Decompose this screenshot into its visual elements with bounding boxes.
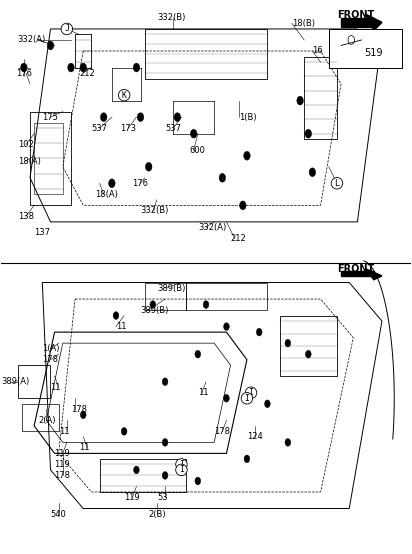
Text: 1(B): 1(B) [239,112,256,122]
Circle shape [285,439,291,446]
Circle shape [137,112,144,121]
Bar [329,29,403,68]
Text: I: I [244,394,249,403]
Circle shape [195,350,201,358]
Circle shape [109,179,115,188]
Circle shape [244,455,250,463]
Text: 332(A): 332(A) [18,35,46,44]
Circle shape [162,471,168,479]
Circle shape [224,394,229,402]
Circle shape [162,378,168,386]
Text: 2(A): 2(A) [38,416,56,425]
Circle shape [297,96,303,105]
Text: 212: 212 [231,234,246,243]
Text: I: I [179,465,184,474]
Circle shape [133,63,140,72]
Text: 137: 137 [34,228,50,238]
Circle shape [150,301,156,309]
Text: 18(A): 18(A) [18,157,41,166]
Polygon shape [365,14,382,30]
Text: 389(A): 389(A) [1,377,30,386]
Text: 178: 178 [71,405,87,414]
Text: 53: 53 [157,493,168,502]
Text: 212: 212 [79,69,95,78]
Circle shape [305,129,311,138]
Circle shape [243,151,250,160]
Text: 389(B): 389(B) [157,284,185,293]
Text: 119: 119 [54,460,70,469]
Text: 173: 173 [120,124,136,132]
Circle shape [145,162,152,171]
Text: 102: 102 [18,140,33,149]
Text: 176: 176 [16,69,32,78]
Text: 178: 178 [42,355,59,364]
Circle shape [219,173,226,182]
Text: J: J [64,24,69,33]
Circle shape [239,201,246,210]
Circle shape [101,112,107,121]
Text: 2(B): 2(B) [149,510,166,519]
Text: 11: 11 [51,383,61,392]
Text: 178: 178 [54,471,70,480]
Text: 11: 11 [116,322,126,331]
Text: 537: 537 [165,124,181,132]
Text: 138: 138 [18,212,34,221]
Circle shape [162,439,168,446]
Text: 16: 16 [312,47,323,55]
Circle shape [224,323,229,331]
Circle shape [80,411,86,419]
Text: 119: 119 [54,449,70,458]
Text: 537: 537 [91,124,108,132]
Text: L: L [335,179,339,188]
Circle shape [203,301,209,309]
Text: 175: 175 [42,112,58,122]
Circle shape [256,329,262,336]
Text: K: K [122,91,126,100]
Text: 600: 600 [190,146,206,155]
Text: 18(B): 18(B) [292,19,315,28]
Circle shape [195,477,201,485]
Text: 119: 119 [124,493,140,502]
Text: 124: 124 [247,432,263,442]
Text: 1(A): 1(A) [42,344,60,353]
Text: 332(B): 332(B) [157,13,185,22]
Circle shape [174,112,180,121]
Text: 389(B): 389(B) [140,306,169,315]
Text: I: I [248,388,253,397]
Circle shape [113,312,119,320]
Text: 519: 519 [364,48,382,58]
Text: 332(B): 332(B) [140,206,169,216]
Circle shape [121,428,127,435]
Text: 540: 540 [51,510,66,519]
Text: 18(A): 18(A) [96,190,118,199]
Circle shape [133,466,139,474]
Circle shape [80,63,87,72]
Circle shape [21,63,27,72]
Text: FRONT: FRONT [337,264,374,274]
Circle shape [285,339,291,347]
Circle shape [265,400,270,408]
Text: 178: 178 [214,427,230,436]
Text: 11: 11 [79,443,90,453]
Text: I: I [179,460,184,469]
Text: 176: 176 [132,179,148,188]
Circle shape [309,168,316,177]
Polygon shape [341,271,374,276]
Circle shape [190,129,197,138]
Text: FRONT: FRONT [337,10,374,20]
Circle shape [305,350,311,358]
Text: 11: 11 [198,388,208,397]
Polygon shape [341,18,374,27]
Text: 11: 11 [59,427,69,436]
Text: 332(A): 332(A) [198,223,226,232]
Polygon shape [365,269,382,280]
Circle shape [68,63,74,72]
Circle shape [47,41,54,50]
